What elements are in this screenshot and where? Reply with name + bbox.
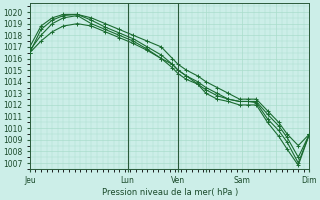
X-axis label: Pression niveau de la mer( hPa ): Pression niveau de la mer( hPa ) [101,188,238,197]
